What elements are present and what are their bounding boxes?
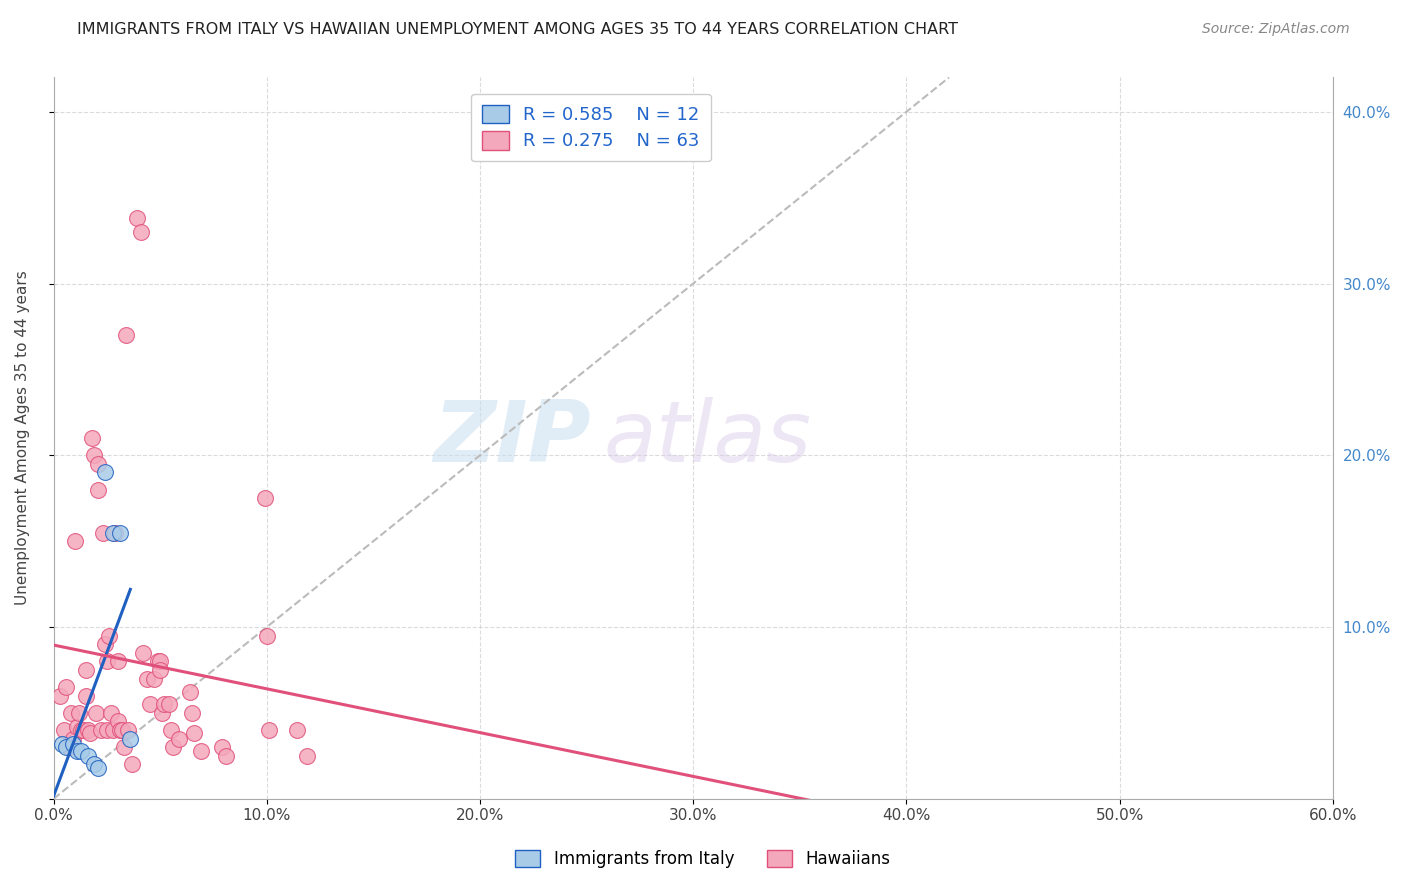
Point [66, 744, 89, 758]
Point [62, 731, 84, 746]
Point [153, 698, 176, 712]
Point [108, 525, 131, 540]
Point [211, 740, 233, 755]
Point [115, 328, 138, 343]
Point [183, 726, 205, 740]
Point [66, 720, 89, 734]
Point [83, 757, 105, 772]
Point [79, 726, 101, 740]
Point [129, 225, 152, 239]
Point [91, 525, 114, 540]
Point [51, 737, 73, 751]
Point [104, 525, 127, 540]
Legend: R = 0.585    N = 12, R = 0.275    N = 63: R = 0.585 N = 12, R = 0.275 N = 63 [471, 94, 710, 161]
Point [179, 685, 201, 699]
Point [89, 723, 111, 737]
Point [103, 723, 125, 737]
Point [257, 723, 280, 737]
Point [96, 654, 118, 668]
Point [83, 448, 105, 462]
Point [75, 689, 97, 703]
Point [53, 723, 76, 737]
Point [138, 698, 160, 712]
Point [70, 723, 93, 737]
Point [107, 714, 129, 729]
Point [160, 723, 183, 737]
Point [59, 706, 82, 720]
Point [121, 757, 143, 772]
Point [63, 534, 86, 549]
Point [111, 723, 134, 737]
Point [149, 663, 172, 677]
Point [84, 706, 107, 720]
Point [87, 483, 110, 497]
Point [49, 689, 72, 703]
Text: IMMIGRANTS FROM ITALY VS HAWAIIAN UNEMPLOYMENT AMONG AGES 35 TO 44 YEARS CORRELA: IMMIGRANTS FROM ITALY VS HAWAIIAN UNEMPL… [77, 22, 959, 37]
Point [285, 723, 308, 737]
Point [58, 740, 80, 755]
Point [117, 723, 139, 737]
Point [94, 637, 117, 651]
Point [150, 706, 173, 720]
Point [80, 431, 103, 445]
Point [103, 525, 125, 540]
Point [215, 748, 238, 763]
Point [149, 654, 172, 668]
Point [87, 761, 110, 775]
Point [108, 723, 131, 737]
Point [98, 629, 121, 643]
Point [190, 744, 212, 758]
Point [157, 698, 180, 712]
Point [169, 731, 191, 746]
Point [146, 654, 169, 668]
Point [256, 629, 278, 643]
Point [76, 723, 98, 737]
Point [87, 457, 110, 471]
Point [76, 748, 98, 763]
Point [62, 737, 84, 751]
Point [100, 706, 122, 720]
Point [181, 706, 204, 720]
Point [94, 466, 117, 480]
Text: Source: ZipAtlas.com: Source: ZipAtlas.com [1202, 22, 1350, 37]
Point [253, 491, 276, 506]
Point [142, 672, 165, 686]
Point [75, 663, 97, 677]
Point [107, 654, 129, 668]
Point [72, 723, 94, 737]
Point [162, 740, 184, 755]
Point [55, 680, 77, 694]
Point [297, 748, 319, 763]
Legend: Immigrants from Italy, Hawaiians: Immigrants from Italy, Hawaiians [509, 843, 897, 875]
Point [120, 731, 142, 746]
Y-axis label: Unemployment Among Ages 35 to 44 years: Unemployment Among Ages 35 to 44 years [15, 271, 30, 606]
Point [67, 706, 90, 720]
Point [112, 740, 135, 755]
Point [55, 740, 77, 755]
Text: atlas: atlas [603, 397, 811, 480]
Point [70, 744, 93, 758]
Point [132, 646, 155, 660]
Text: ZIP: ZIP [433, 397, 591, 480]
Point [125, 211, 148, 226]
Point [136, 672, 159, 686]
Point [96, 723, 118, 737]
